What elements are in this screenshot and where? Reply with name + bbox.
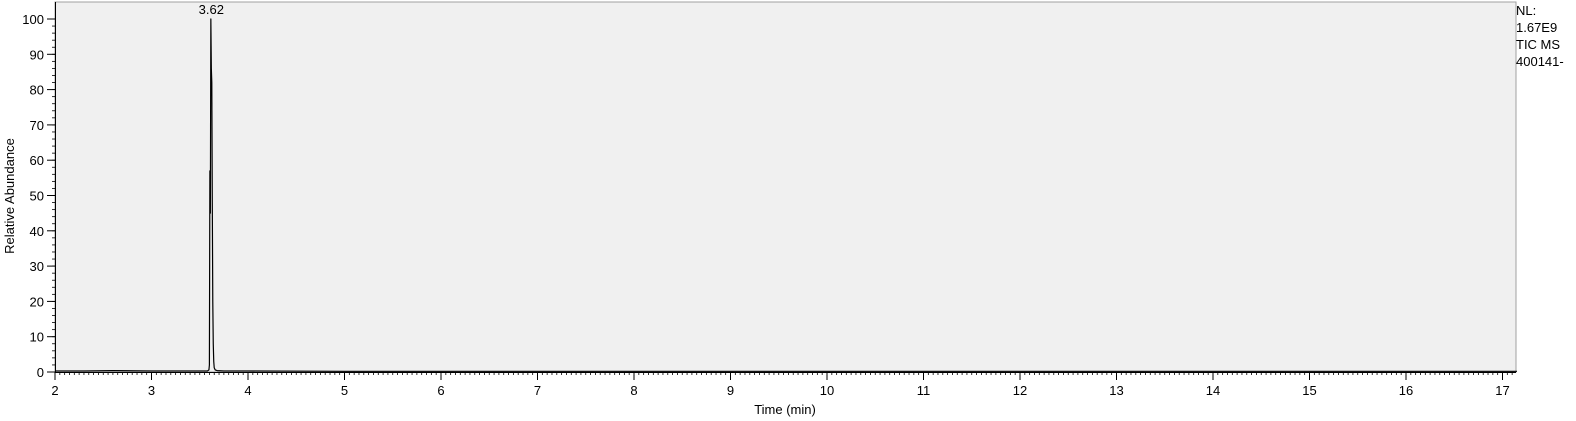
- y-tick-label-40: 40: [30, 224, 44, 239]
- x-tick-label-15: 15: [1302, 383, 1316, 398]
- x-tick-label-16: 16: [1399, 383, 1413, 398]
- x-tick-label-13: 13: [1109, 383, 1123, 398]
- y-tick-label-20: 20: [30, 294, 44, 309]
- x-tick-label-4: 4: [244, 383, 251, 398]
- x-tick-label-10: 10: [820, 383, 834, 398]
- x-tick-label-7: 7: [534, 383, 541, 398]
- x-tick-label-2: 2: [51, 383, 58, 398]
- series-line-tic: [55, 18, 1517, 372]
- x-tick-label-5: 5: [341, 383, 348, 398]
- nl-label: NL:: [1516, 3, 1537, 18]
- y-tick-label-10: 10: [30, 330, 44, 345]
- x-tick-label-8: 8: [630, 383, 637, 398]
- y-tick-label-80: 80: [30, 83, 44, 98]
- x-tick-label-12: 12: [1013, 383, 1027, 398]
- trace-type: TIC MS: [1516, 37, 1561, 52]
- y-axis-label: Relative Abundance: [2, 138, 17, 254]
- y-tick-label-90: 90: [30, 47, 44, 62]
- x-axis-label: Time (min): [754, 402, 816, 417]
- x-tick-label-14: 14: [1206, 383, 1220, 398]
- file-name: 400141-: [1516, 54, 1564, 69]
- x-tick-label-6: 6: [437, 383, 444, 398]
- peak-label: 3.62: [199, 2, 224, 17]
- nl-value: 1.67E9: [1516, 20, 1558, 35]
- y-tick-label-50: 50: [30, 189, 44, 204]
- y-tick-label-100: 100: [22, 12, 44, 27]
- plot-area-background: [54, 1, 1517, 373]
- y-tick-label-30: 30: [30, 259, 44, 274]
- y-tick-label-60: 60: [30, 153, 44, 168]
- x-tick-label-3: 3: [148, 383, 155, 398]
- x-tick-label-11: 11: [917, 383, 931, 398]
- y-tick-label-0: 0: [37, 365, 44, 380]
- y-tick-label-70: 70: [30, 118, 44, 133]
- x-tick-label-17: 17: [1495, 383, 1509, 398]
- trace-info-panel: NL: 1.67E9 TIC MS 400141-: [1516, 2, 1576, 70]
- x-tick-label-9: 9: [727, 383, 734, 398]
